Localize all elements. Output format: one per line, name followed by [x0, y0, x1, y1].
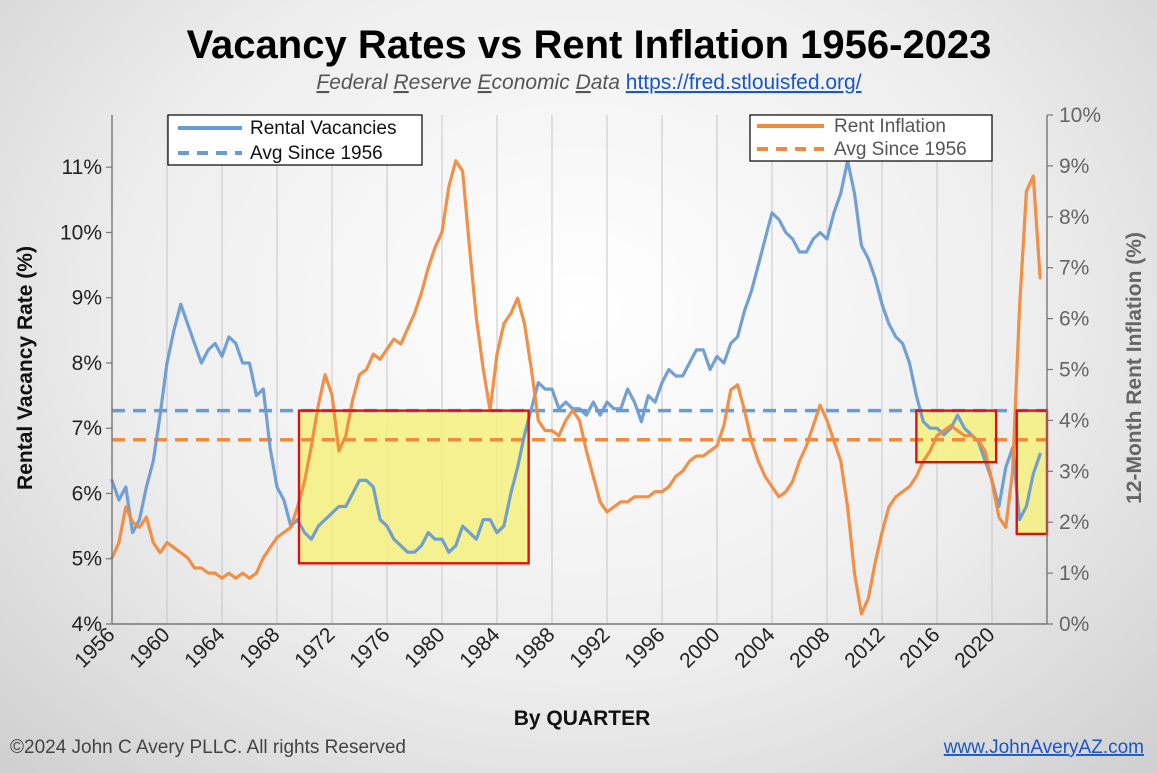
y-right-tick-label-7: 7%	[1059, 257, 1089, 280]
chart-subtitle: Federal Reserve Economic Data https://fr…	[316, 71, 861, 94]
y-right-tick-label-3: 3%	[1059, 460, 1089, 483]
subtitle-word-federal: ederal	[329, 71, 393, 94]
grid-layer	[166, 115, 993, 624]
y-left-tick-label-7: 7%	[72, 417, 102, 440]
y-axis-right-label: 12-Month Rent Inflation (%)	[1123, 232, 1146, 504]
footer-copyright: ©2024 John C Avery PLLC. All rights Rese…	[10, 737, 406, 758]
x-tick-label-1984: 1984	[455, 623, 505, 673]
series-line-rental-vacancies	[110, 159, 1042, 554]
subtitle-link[interactable]: https://fred.stlouisfed.org/	[626, 71, 862, 94]
highlight-box-outline-1	[297, 409, 530, 565]
y-left-tick-label-6: 6%	[72, 482, 102, 505]
y-right-tick-label-4: 4%	[1059, 409, 1089, 432]
y-left-tick-label-11: 11%	[62, 156, 102, 179]
x-tick-label-2000: 2000	[675, 623, 724, 672]
subtitle-letter-e: E	[478, 71, 493, 94]
y-right-tick-label-10: 10%	[1059, 104, 1101, 127]
x-tick-label-1964: 1964	[180, 623, 230, 673]
x-tick-label-1976: 1976	[345, 623, 394, 672]
axis-layer	[106, 114, 1053, 625]
legend-left-series-label: Rental Vacancies	[250, 118, 396, 139]
y-axis-left-label: Rental Vacancy Rate (%)	[14, 246, 37, 490]
highlight-box-1	[299, 410, 529, 564]
y-left-tick-label-10: 10%	[60, 221, 102, 244]
y-right-tick-label-0: 0%	[1059, 613, 1089, 636]
x-tick-label-2016: 2016	[895, 623, 944, 672]
legend-left: Rental Vacancies Avg Since 1956	[167, 114, 423, 166]
y-left-tick-label-5: 5%	[72, 548, 102, 571]
subtitle-letter-r: R	[393, 71, 408, 94]
subtitle-letter-f: F	[316, 71, 330, 94]
tick-label-layer: 1956 1960 1964 1968 1972 1976 1980 1984 1988 1992…	[60, 104, 1101, 673]
highlight-box-outline-2	[915, 409, 998, 464]
footer-website-link[interactable]: www.JohnAveryAZ.com	[943, 737, 1144, 758]
x-tick-label-1968: 1968	[235, 623, 284, 672]
subtitle-word-reserve: eserve	[409, 71, 478, 94]
series-line-rent-inflation	[110, 159, 1042, 616]
subtitle-word-data: ata	[591, 71, 626, 94]
legend-right-frame	[749, 114, 993, 162]
y-left-tick-label-4: 4%	[72, 613, 102, 636]
y-right-tick-label-9: 9%	[1059, 155, 1089, 178]
x-tick-label-1996: 1996	[620, 623, 669, 672]
y-right-tick-label-2: 2%	[1059, 511, 1089, 534]
x-tick-label-2008: 2008	[785, 623, 834, 672]
legend-right-avg-label: Avg Since 1956	[834, 139, 967, 160]
highlight-box-layer	[299, 410, 1047, 564]
y-right-tick-label-1: 1%	[1059, 562, 1089, 585]
x-tick-label-1992: 1992	[565, 623, 614, 672]
legend-left-frame	[167, 114, 423, 166]
chart-title: Vacancy Rates vs Rent Inflation 1956-202…	[187, 23, 992, 67]
x-tick-label-1972: 1972	[290, 623, 339, 672]
y-right-tick-label-6: 6%	[1059, 308, 1089, 331]
legend-left-avg-label: Avg Since 1956	[250, 143, 383, 164]
x-tick-label-1960: 1960	[125, 623, 174, 672]
legend-right-series-label: Rent Inflation	[834, 116, 946, 137]
subtitle-word-economic: conomic	[492, 71, 576, 94]
y-left-tick-label-8: 8%	[72, 352, 102, 375]
x-tick-label-1988: 1988	[510, 623, 559, 672]
highlight-box-outline-layer	[297, 409, 1049, 565]
series-layer	[110, 159, 1042, 616]
legend-right: Rent Inflation Avg Since 1956	[749, 114, 993, 162]
y-right-tick-label-5: 5%	[1059, 359, 1089, 382]
y-right-tick-label-8: 8%	[1059, 206, 1089, 229]
x-tick-label-2020: 2020	[950, 623, 999, 672]
x-tick-label-2012: 2012	[840, 623, 889, 672]
x-tick-label-2004: 2004	[730, 623, 780, 673]
y-left-tick-label-9: 9%	[72, 287, 102, 310]
x-axis-label: By QUARTER	[514, 707, 651, 730]
x-tick-label-1980: 1980	[400, 623, 449, 672]
subtitle-letter-d: D	[576, 71, 591, 94]
